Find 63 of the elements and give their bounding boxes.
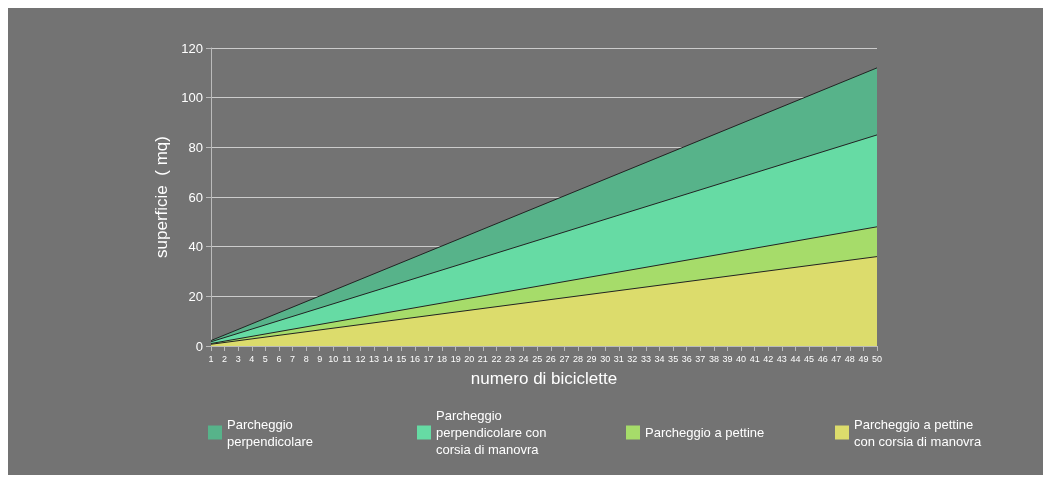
x-axis-title: numero di biciclette (470, 369, 618, 388)
y-axis-title: superficie ( mq) (152, 136, 172, 258)
x-tick-label: 34 (654, 353, 665, 364)
x-tick-label: 35 (668, 353, 679, 364)
x-tick-label: 33 (640, 353, 651, 364)
x-tick-label: 50 (871, 353, 883, 364)
x-tick-label: 40 (736, 353, 747, 364)
legend-label: Parcheggio a pettine (645, 425, 765, 440)
y-tick-label: 0 (195, 338, 203, 354)
x-tick-label: 25 (532, 353, 543, 364)
y-tick-label: 60 (188, 189, 203, 205)
x-tick-label: 48 (844, 353, 855, 364)
x-tick-label: 28 (572, 353, 583, 364)
x-tick-label: 31 (613, 353, 624, 364)
x-tick-label: 22 (491, 353, 502, 364)
legend-label: Parcheggio perpendicolare con corsia di manovra (436, 408, 551, 457)
x-tick-label: 11 (342, 353, 352, 364)
x-tick-label: 13 (369, 353, 380, 364)
x-tick-label: 23 (505, 353, 516, 364)
x-tick-label: 15 (396, 353, 407, 364)
y-tick-label: 120 (181, 40, 203, 56)
x-tick-label: 7 (290, 353, 296, 364)
x-tick-label: 9 (317, 353, 323, 364)
x-tick-label: 37 (695, 353, 706, 364)
x-tick-label: 45 (804, 353, 815, 364)
x-tick-label: 19 (450, 353, 461, 364)
y-tick-label: 40 (188, 239, 203, 255)
x-tick-label: 38 (708, 353, 719, 364)
y-tick-label: 80 (188, 139, 203, 155)
y-tick-label: 100 (181, 90, 203, 106)
x-tick-label: 20 (464, 353, 475, 364)
x-tick-label: 6 (276, 353, 282, 364)
x-tick-label: 17 (423, 353, 434, 364)
x-tick-label: 32 (627, 353, 638, 364)
x-tick-label: 18 (437, 353, 448, 364)
x-tick-label: 12 (355, 353, 366, 364)
x-tick-label: 5 (262, 353, 268, 364)
x-tick-label: 42 (763, 353, 774, 364)
x-tick-label: 4 (249, 353, 255, 364)
x-tick-label: 43 (776, 353, 787, 364)
x-tick-label: 10 (328, 353, 339, 364)
x-tick-label: 16 (409, 353, 420, 364)
x-tick-label: 3 (235, 353, 241, 364)
x-tick-label: 2 (222, 353, 228, 364)
x-tick-label: 36 (681, 353, 692, 364)
x-tick-label: 14 (382, 353, 393, 364)
x-tick-label: 39 (722, 353, 733, 364)
x-tick-label: 1 (208, 353, 214, 364)
legend-label: Parcheggio perpendicolare (227, 416, 314, 449)
legend-label: Parcheggio a pettine con corsia di manovra (854, 416, 982, 449)
x-tick-label: 27 (559, 353, 570, 364)
x-tick-label: 8 (303, 353, 309, 364)
x-tick-label: 41 (749, 353, 760, 364)
x-tick-label: 30 (600, 353, 611, 364)
x-tick-label: 29 (586, 353, 597, 364)
x-tick-label: 44 (790, 353, 801, 364)
x-tick-label: 49 (858, 353, 869, 364)
x-tick-label: 46 (817, 353, 828, 364)
x-tick-label: 21 (477, 353, 488, 364)
x-tick-label: 26 (545, 353, 556, 364)
x-tick-label: 24 (518, 353, 529, 364)
y-tick-label: 20 (188, 288, 203, 304)
x-tick-label: 47 (831, 353, 842, 364)
